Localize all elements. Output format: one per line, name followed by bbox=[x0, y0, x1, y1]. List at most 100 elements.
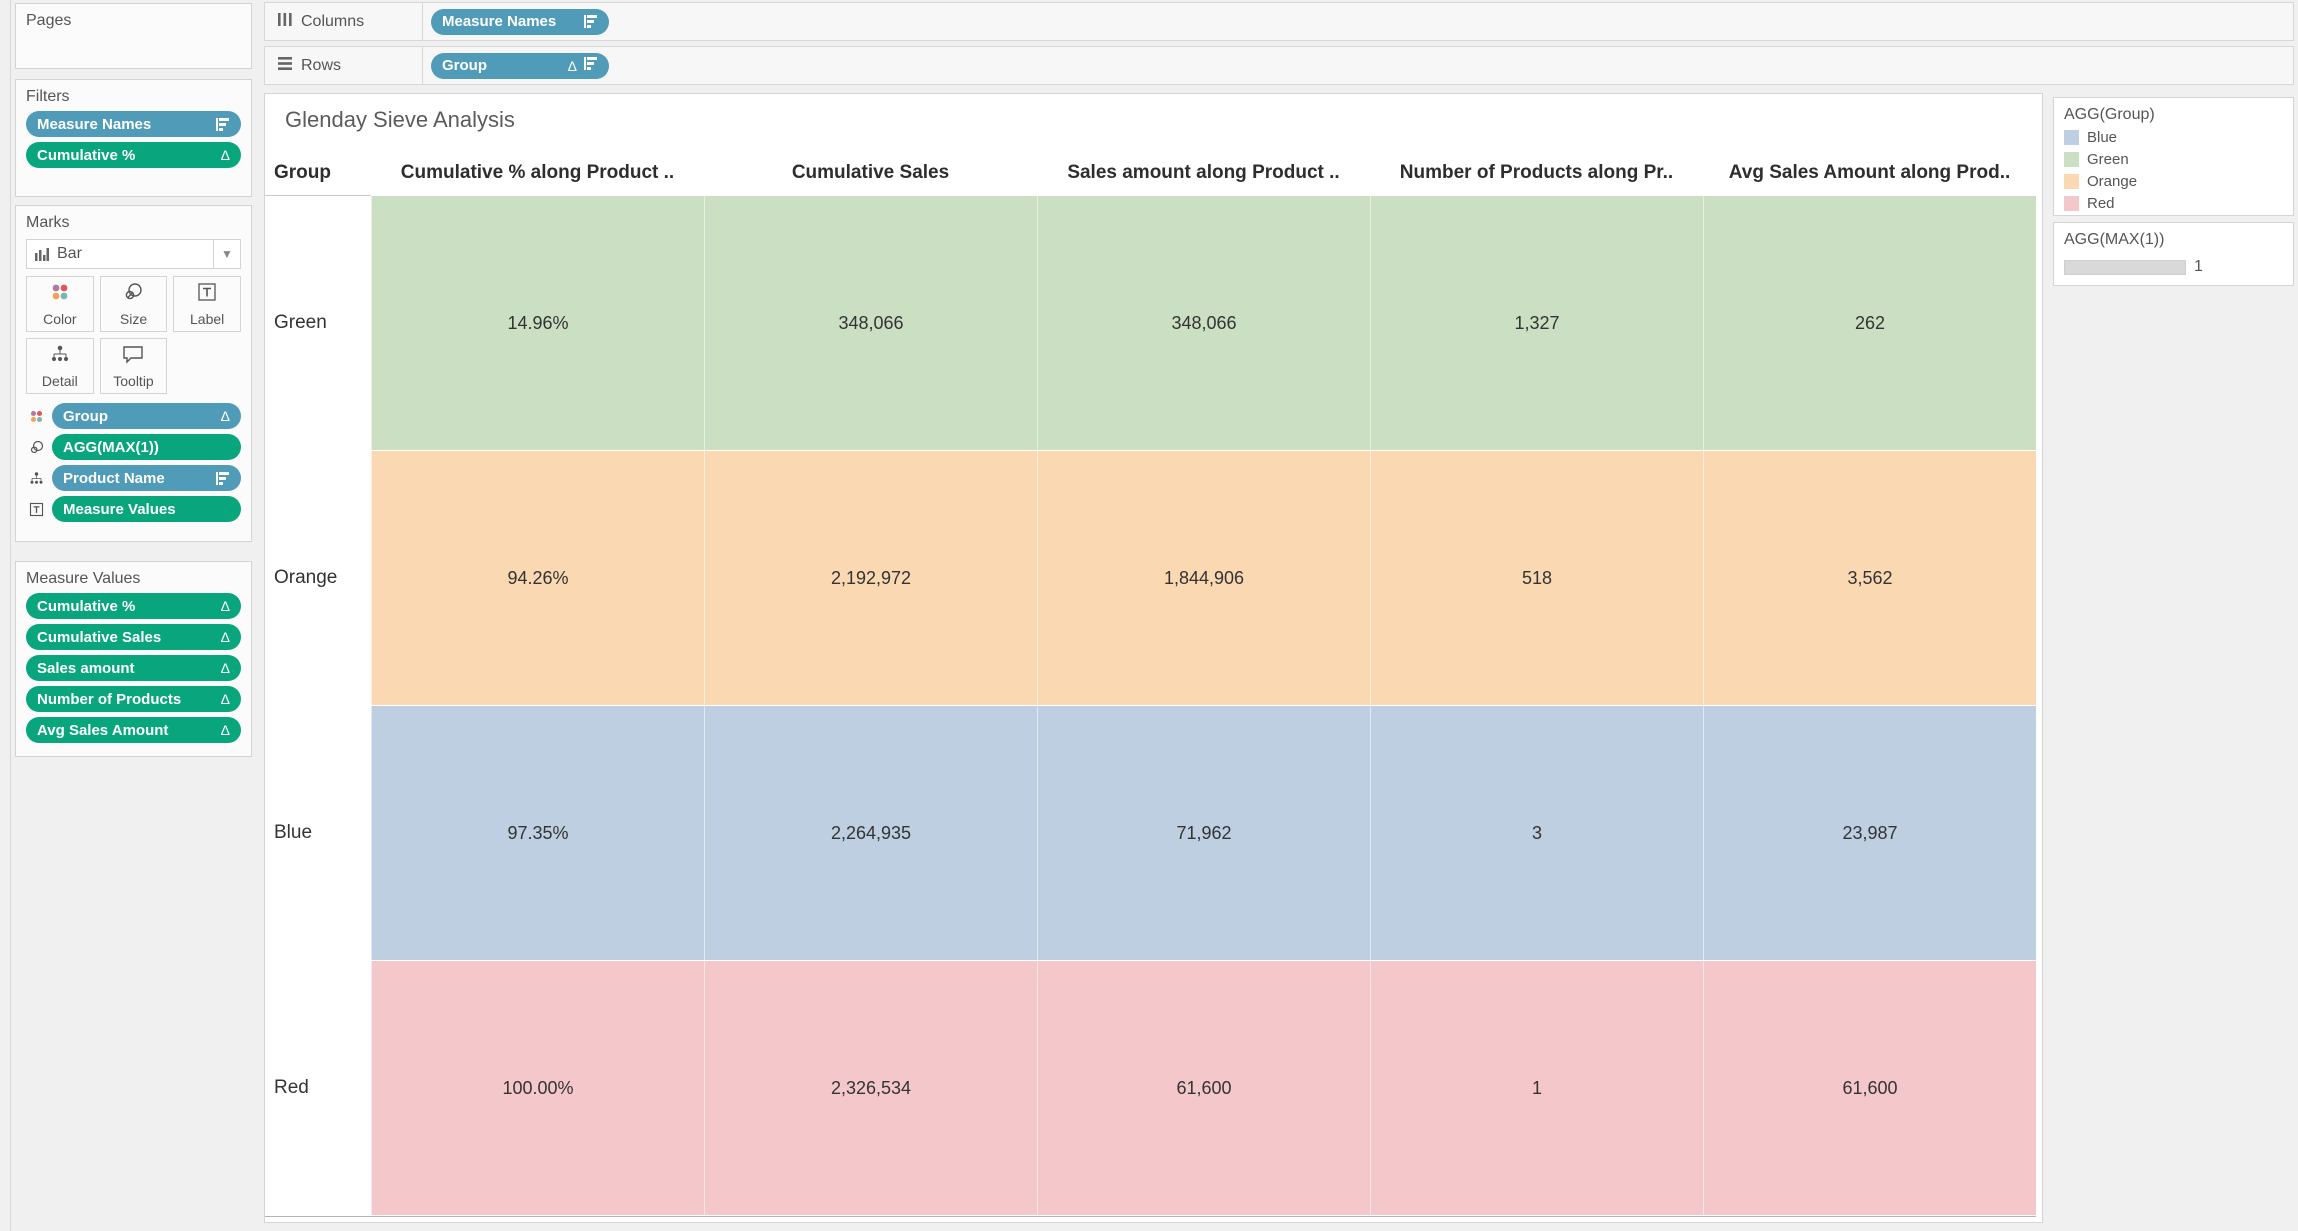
data-pane-divider[interactable] bbox=[10, 0, 11, 1231]
mark-cell[interactable]: 23,987 bbox=[1703, 706, 2036, 960]
column-header[interactable]: Cumulative % along Product .. bbox=[400, 162, 675, 183]
columns-shelf[interactable]: Columns Measure Names bbox=[264, 2, 2294, 41]
legend-item-orange[interactable]: Orange bbox=[2064, 173, 2283, 190]
button-label: Tooltip bbox=[113, 372, 154, 389]
table-row: Green 14.96% 348,066 348,066 1,327 262 bbox=[265, 196, 2036, 451]
mark-cell[interactable]: 1,844,906 bbox=[1037, 451, 1370, 705]
filter-pill-measure-names[interactable]: Measure Names bbox=[26, 111, 241, 137]
mark-cell[interactable]: 97.35% bbox=[371, 706, 704, 960]
size-button[interactable]: Size bbox=[99, 276, 168, 332]
column-header[interactable]: Sales amount along Product .. bbox=[1067, 162, 1340, 183]
row-header-red[interactable]: Red bbox=[265, 961, 371, 1215]
columns-icon bbox=[278, 12, 292, 31]
table-row: Orange 94.26% 2,192,972 1,844,906 518 3,… bbox=[265, 451, 2036, 706]
pill-label: Cumulative Sales bbox=[37, 628, 162, 646]
delta-icon: Δ bbox=[220, 598, 230, 614]
size-icon bbox=[123, 282, 143, 307]
color-button[interactable]: Color bbox=[26, 276, 94, 332]
legend-item-red[interactable]: Red bbox=[2064, 195, 2283, 212]
measure-values-card: Measure Values Cumulative % Δ Cumulative… bbox=[15, 561, 252, 757]
mark-cell[interactable]: 1 bbox=[1370, 961, 1703, 1215]
mv-pill-cumulative-pct[interactable]: Cumulative % Δ bbox=[26, 593, 241, 619]
mv-pill-sales-amount[interactable]: Sales amount Δ bbox=[26, 655, 241, 681]
legend-item-label: Green bbox=[2087, 151, 2129, 168]
filter-pill-cumulative-pct[interactable]: Cumulative % Δ bbox=[26, 142, 241, 168]
sort-icon bbox=[583, 15, 598, 28]
axis-baseline bbox=[265, 1216, 2036, 1217]
mark-cell[interactable]: 1,327 bbox=[1370, 196, 1703, 450]
label-icon bbox=[197, 282, 217, 307]
row-band-blue: 97.35% 2,264,935 71,962 3 23,987 bbox=[371, 706, 2036, 960]
column-header[interactable]: Avg Sales Amount along Prod.. bbox=[1728, 162, 2011, 183]
mark-cell[interactable]: 71,962 bbox=[1037, 706, 1370, 960]
marks-pill-agg-max[interactable]: AGG(MAX(1)) bbox=[52, 434, 241, 460]
sheet-title[interactable]: Glenday Sieve Analysis bbox=[285, 107, 515, 132]
rows-shelf[interactable]: Rows Group Δ bbox=[264, 46, 2294, 85]
marks-pill-product-name[interactable]: Product Name bbox=[52, 465, 241, 491]
color-swatch bbox=[2064, 152, 2079, 167]
legend-item-green[interactable]: Green bbox=[2064, 151, 2283, 168]
mark-cell[interactable]: 61,600 bbox=[1037, 961, 1370, 1215]
table-header-row: Group Cumulative % along Product .. Cumu… bbox=[265, 150, 2036, 196]
mark-cell[interactable]: 14.96% bbox=[371, 196, 704, 450]
color-legend: AGG(Group) Blue Green Orange Red bbox=[2053, 97, 2294, 216]
detail-icon bbox=[26, 471, 46, 486]
mark-type-dropdown[interactable]: Bar ▼ bbox=[26, 239, 241, 269]
mark-cell[interactable]: 3 bbox=[1370, 706, 1703, 960]
row-header-orange[interactable]: Orange bbox=[265, 451, 371, 705]
pill-label: Avg Sales Amount bbox=[37, 721, 169, 739]
delta-icon: Δ bbox=[220, 660, 230, 676]
row-header-green[interactable]: Green bbox=[265, 196, 371, 450]
pill-label: Measure Names bbox=[37, 115, 152, 133]
column-header[interactable]: Cumulative Sales bbox=[791, 162, 950, 183]
row-header-blue[interactable]: Blue bbox=[265, 706, 371, 960]
marks-pill-measure-values[interactable]: Measure Values bbox=[52, 496, 241, 522]
delta-icon: Δ bbox=[220, 691, 230, 707]
delta-icon: Δ bbox=[220, 722, 230, 738]
mv-pill-avg-sales-amount[interactable]: Avg Sales Amount Δ bbox=[26, 717, 241, 743]
mark-cell[interactable]: 100.00% bbox=[371, 961, 704, 1215]
mark-cell[interactable]: 262 bbox=[1703, 196, 2036, 450]
legend-item-blue[interactable]: Blue bbox=[2064, 129, 2283, 146]
marks-pill-group[interactable]: Group Δ bbox=[52, 403, 241, 429]
mark-cell[interactable]: 61,600 bbox=[1703, 961, 2036, 1215]
color-legend-title: AGG(Group) bbox=[2064, 106, 2155, 123]
detail-button[interactable]: Detail bbox=[26, 338, 94, 394]
column-header[interactable]: Number of Products along Pr.. bbox=[1399, 162, 1674, 183]
pill-label: Group bbox=[442, 57, 487, 74]
size-legend-bar[interactable] bbox=[2064, 259, 2186, 275]
sort-icon bbox=[215, 471, 230, 485]
size-legend: AGG(MAX(1)) 1 bbox=[2053, 222, 2294, 286]
marks-card: Marks Bar ▼ Color Size bbox=[15, 205, 252, 542]
mark-cell[interactable]: 2,192,972 bbox=[704, 451, 1037, 705]
pill-label: Measure Names bbox=[442, 13, 557, 30]
marks-label: Marks bbox=[26, 214, 70, 231]
delta-icon: Δ bbox=[567, 57, 577, 74]
legend-item-label: Red bbox=[2087, 195, 2115, 212]
mark-cell[interactable]: 2,326,534 bbox=[704, 961, 1037, 1215]
mark-cell[interactable]: 2,264,935 bbox=[704, 706, 1037, 960]
mark-cell[interactable]: 348,066 bbox=[1037, 196, 1370, 450]
worksheet-view: Glenday Sieve Analysis Group Cumulative … bbox=[264, 93, 2043, 1223]
columns-pill-measure-names[interactable]: Measure Names bbox=[431, 8, 609, 35]
sort-icon bbox=[215, 117, 230, 131]
tooltip-button[interactable]: Tooltip bbox=[99, 338, 168, 394]
marks-pills: Group Δ AGG(MAX(1)) Product Name bbox=[26, 403, 241, 522]
label-button[interactable]: Label bbox=[173, 276, 241, 332]
mark-cell[interactable]: 94.26% bbox=[371, 451, 704, 705]
mark-cell[interactable]: 348,066 bbox=[704, 196, 1037, 450]
mv-pill-cumulative-sales[interactable]: Cumulative Sales Δ bbox=[26, 624, 241, 650]
delta-icon: Δ bbox=[220, 147, 230, 163]
chevron-down-icon[interactable]: ▼ bbox=[213, 240, 240, 268]
pages-shelf[interactable]: Pages bbox=[15, 3, 252, 69]
size-legend-title: AGG(MAX(1)) bbox=[2064, 231, 2165, 248]
pill-label: Cumulative % bbox=[37, 146, 136, 164]
rows-pill-group[interactable]: Group Δ bbox=[431, 52, 609, 79]
filters-shelf[interactable]: Filters Measure Names Cumulative % Δ bbox=[15, 79, 252, 197]
mark-cell[interactable]: 518 bbox=[1370, 451, 1703, 705]
pages-label: Pages bbox=[26, 12, 72, 29]
mark-cell[interactable]: 3,562 bbox=[1703, 451, 2036, 705]
mv-pill-number-of-products[interactable]: Number of Products Δ bbox=[26, 686, 241, 712]
column-header-group[interactable]: Group bbox=[265, 150, 371, 196]
